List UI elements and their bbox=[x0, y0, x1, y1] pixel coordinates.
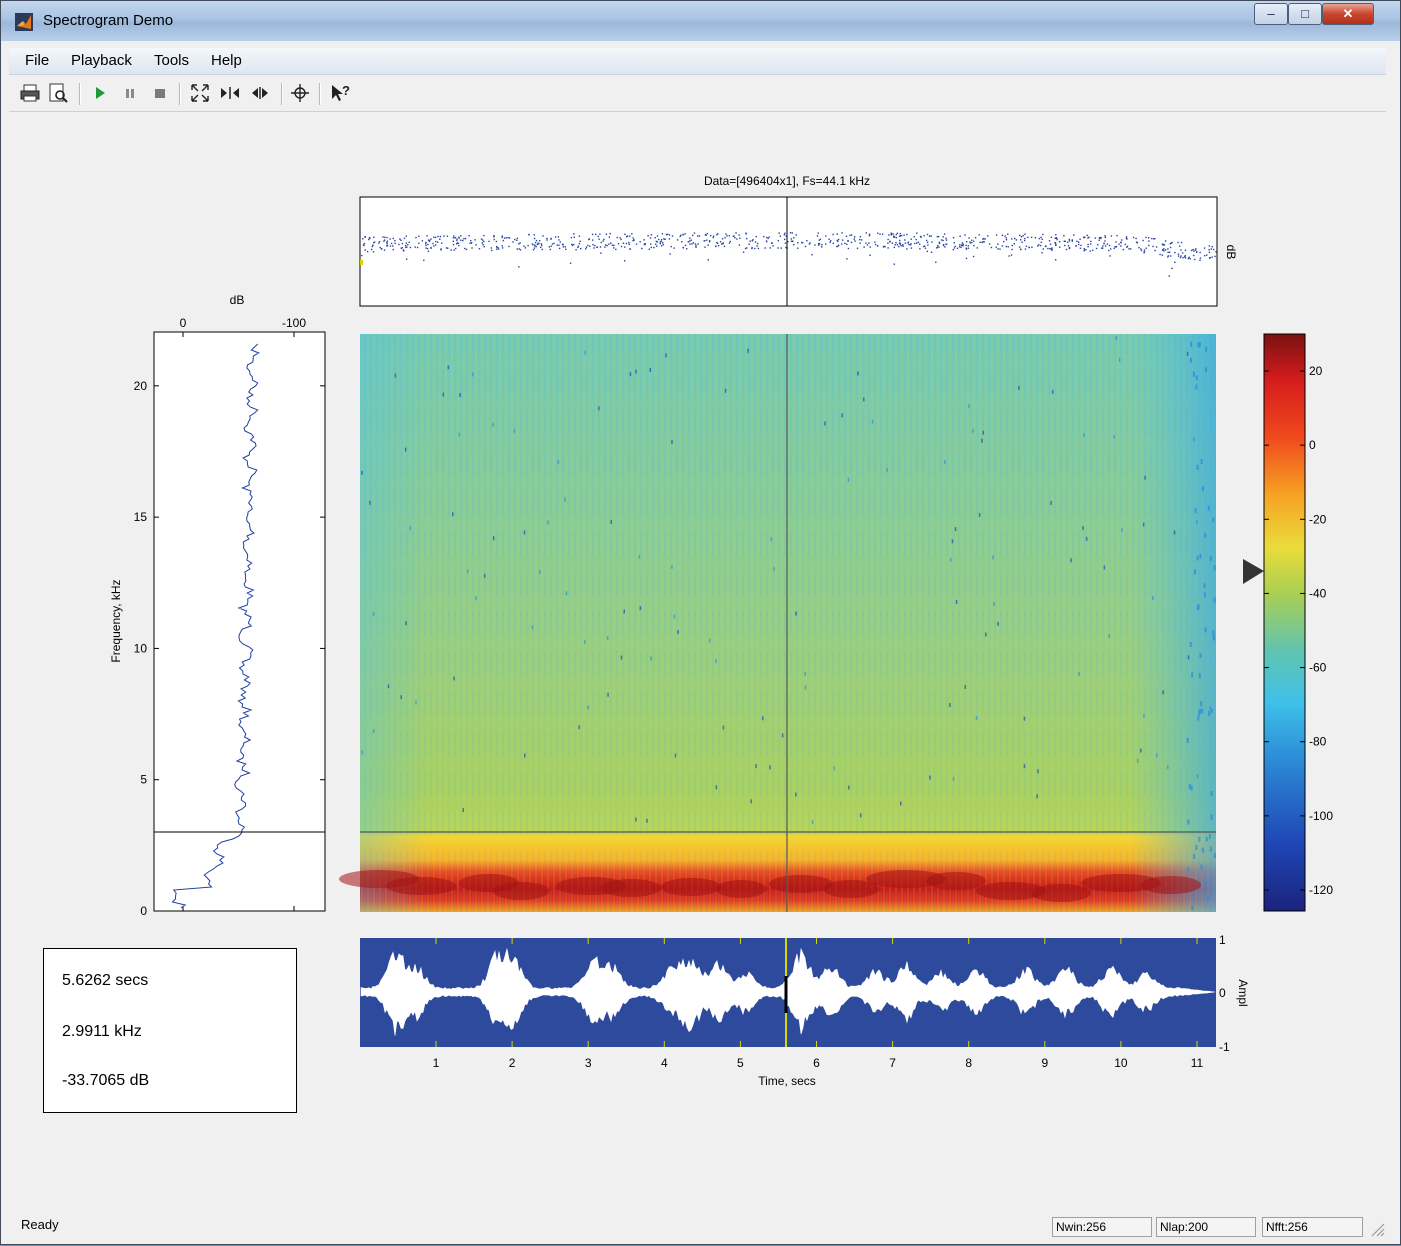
toolbar-separator bbox=[281, 83, 283, 105]
energy-blob bbox=[1081, 874, 1161, 892]
plot-title: Data=[496404x1], Fs=44.1 kHz bbox=[704, 174, 870, 188]
toolbar-separator bbox=[319, 83, 321, 105]
menu-file[interactable]: File bbox=[25, 52, 50, 69]
status-nfft: Nfft:256 bbox=[1262, 1217, 1363, 1237]
toolbar-separator bbox=[79, 83, 81, 105]
minimize-button[interactable]: ‒ bbox=[1254, 3, 1288, 25]
status-text: Ready bbox=[21, 1217, 59, 1232]
colorbar: 20 0 -20 -40 -60 -80 -100 -120 bbox=[1243, 333, 1333, 912]
spectrum-top-label: dB bbox=[230, 293, 245, 307]
menu-playback[interactable]: Playback bbox=[71, 52, 132, 69]
toolbar-separator bbox=[179, 83, 181, 105]
status-nwin: Nwin:256 bbox=[1052, 1217, 1152, 1237]
colorbar-threshold-marker[interactable] bbox=[1243, 559, 1264, 584]
spectrum-tick-label: -100 bbox=[282, 316, 306, 330]
zoom-x-out-icon[interactable] bbox=[249, 82, 271, 104]
freq-tick-label: 5 bbox=[140, 773, 147, 787]
energy-blob bbox=[386, 877, 456, 895]
freq-tick-label: 15 bbox=[134, 510, 148, 524]
status-bar: Ready Nwin:256 Nlap:200 Nfft:256 bbox=[9, 1211, 1386, 1239]
readout-freq: 2.9911 kHz bbox=[62, 1023, 142, 1040]
overview-ylabel: dB bbox=[1224, 245, 1238, 260]
energy-blob bbox=[716, 880, 766, 898]
energy-blob bbox=[866, 870, 946, 888]
colorbar-tick-label: 20 bbox=[1309, 364, 1323, 378]
colorbar-tick-label: -40 bbox=[1309, 586, 1327, 600]
spectrum-line bbox=[171, 343, 260, 909]
energy-blob bbox=[976, 882, 1046, 900]
close-button[interactable]: ✕ bbox=[1322, 3, 1374, 25]
status-nlap: Nlap:200 bbox=[1156, 1217, 1256, 1237]
time-tick-label: 10 bbox=[1114, 1056, 1128, 1070]
ampl-tick-label: -1 bbox=[1219, 1040, 1230, 1054]
play-icon[interactable] bbox=[89, 82, 111, 104]
ampl-tick-label: 1 bbox=[1219, 933, 1226, 947]
waveform-axes[interactable]: 1 2 3 4 5 6 7 8 9 10 11 1 0 -1 Ampl Time, secs bbox=[360, 933, 1250, 1088]
title-bar: Spectrogram Demo ‒ □ ✕ bbox=[1, 1, 1400, 41]
print-icon[interactable] bbox=[19, 82, 41, 104]
maximize-button[interactable]: □ bbox=[1288, 3, 1322, 25]
colorbar-tick-label: 0 bbox=[1309, 438, 1316, 452]
readout-level: -33.7065 dB bbox=[62, 1072, 150, 1089]
colorbar-tick-label: -100 bbox=[1309, 809, 1333, 823]
energy-blob bbox=[1141, 876, 1201, 894]
pause-icon[interactable] bbox=[119, 82, 141, 104]
energy-blob bbox=[493, 882, 549, 900]
ampl-tick-label: 0 bbox=[1219, 986, 1226, 1000]
colorbar-tick-label: -60 bbox=[1309, 661, 1327, 675]
resize-grip-icon[interactable] bbox=[1369, 1221, 1385, 1237]
print-preview-icon[interactable] bbox=[47, 82, 69, 104]
matlab-logo-icon bbox=[15, 13, 33, 31]
toolbar: ? bbox=[9, 77, 1386, 112]
overview-axes: dB bbox=[359, 196, 1238, 307]
window-title: Spectrogram Demo bbox=[43, 12, 174, 29]
help-pointer-icon[interactable]: ? bbox=[329, 82, 351, 104]
readout-time: 5.6262 secs bbox=[62, 972, 149, 989]
spectrogram-axes[interactable] bbox=[339, 334, 1216, 912]
stop-icon[interactable] bbox=[149, 82, 171, 104]
ampl-label: Ampl bbox=[1236, 979, 1250, 1006]
spectrum-axes: dB 0 -100 0 5 10 15 20 Frequency, kHz bbox=[109, 293, 326, 918]
energy-blob bbox=[823, 880, 879, 898]
zoom-x-in-icon[interactable] bbox=[219, 82, 241, 104]
menu-help[interactable]: Help bbox=[211, 52, 242, 69]
menu-bar: File Playback Tools Help bbox=[9, 48, 1386, 75]
svg-text:?: ? bbox=[342, 83, 350, 98]
freq-tick-label: 20 bbox=[134, 379, 148, 393]
energy-blob bbox=[601, 879, 661, 897]
cursor-readout: 5.6262 secs 2.9911 kHz -33.7065 dB bbox=[43, 948, 297, 1113]
overview-trace bbox=[360, 232, 1217, 277]
time-xlabel: Time, secs bbox=[758, 1074, 816, 1088]
crosshair-icon[interactable] bbox=[289, 82, 311, 104]
freq-tick-label: 10 bbox=[134, 641, 148, 655]
energy-blob bbox=[769, 875, 833, 893]
spectrogram-energy-band bbox=[339, 870, 1201, 902]
spectrum-tick-label: 0 bbox=[180, 316, 187, 330]
energy-blob bbox=[926, 872, 986, 890]
energy-blob bbox=[661, 878, 721, 896]
energy-blob bbox=[1031, 884, 1091, 902]
time-tick-label: 4 bbox=[661, 1056, 668, 1070]
colorbar-tick-label: -120 bbox=[1309, 883, 1333, 897]
time-tick-label: 6 bbox=[813, 1056, 820, 1070]
time-tick-label: 2 bbox=[509, 1056, 516, 1070]
time-tick-label: 5 bbox=[737, 1056, 744, 1070]
time-tick-label: 3 bbox=[585, 1056, 592, 1070]
colorbar-tick-label: -80 bbox=[1309, 735, 1327, 749]
time-tick-label: 9 bbox=[1041, 1056, 1048, 1070]
time-tick-label: 11 bbox=[1191, 1056, 1204, 1070]
menu-tools[interactable]: Tools bbox=[154, 52, 190, 69]
waveform-envelope bbox=[360, 947, 1216, 1036]
freq-ylabel: Frequency, kHz bbox=[109, 579, 123, 662]
zoom-fit-icon[interactable] bbox=[189, 82, 211, 104]
time-tick-label: 8 bbox=[965, 1056, 972, 1070]
time-tick-label: 7 bbox=[889, 1056, 896, 1070]
freq-tick-label: 0 bbox=[140, 904, 147, 918]
colorbar-tick-label: -20 bbox=[1309, 512, 1327, 526]
time-tick-label: 1 bbox=[433, 1056, 440, 1070]
